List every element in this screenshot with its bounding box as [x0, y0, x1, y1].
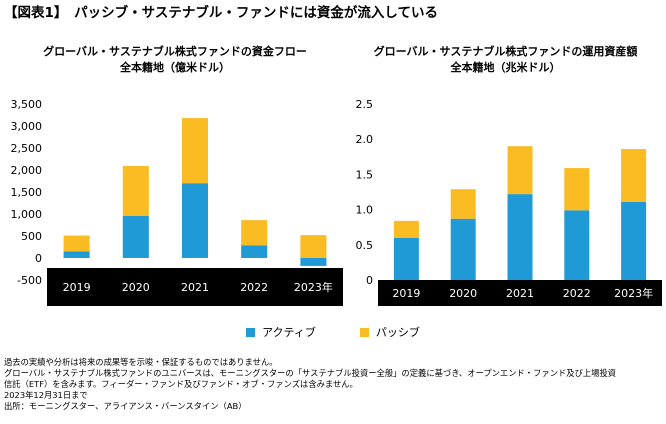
x-tick-label: 2022 — [563, 287, 591, 300]
legend-item-active: アクティブ — [246, 324, 316, 340]
legend-label-passive: パッシブ — [375, 326, 420, 339]
bar-passive — [507, 146, 533, 195]
x-tick-label: 2023年 — [614, 286, 653, 300]
y-tick-label: 2,500 — [11, 142, 43, 155]
bar-active — [450, 218, 476, 280]
right-chart-subtitle: 全本籍地（兆米ドル） — [450, 61, 561, 74]
left-chart-title-line1: グローバル・サステナブル株式ファンドの資金フロー — [43, 45, 307, 58]
legend-label-active: アクティブ — [262, 326, 316, 339]
bar-passive — [564, 168, 590, 211]
bar-active — [507, 194, 533, 280]
y-tick-label: 2.5 — [356, 98, 374, 111]
footnote-universe-cont: 信託（ETF）を含みます。フィーダー・ファンド及びファンド・オブ・ファンズは含み… — [4, 379, 358, 389]
fund-flow-chart: -500 0 500 1,000 1,500 2,000 2,500 3,000 3,500 20… — [11, 98, 343, 306]
x-tick-label: 2021 — [506, 287, 534, 300]
footnote-date: 2023年12月31日まで — [4, 390, 88, 400]
x-tick-label: 2021 — [181, 281, 209, 294]
bar-passive — [300, 235, 327, 258]
y-tick-label: 0.5 — [356, 239, 374, 252]
aum-chart: 0 0.5 1.0 1.5 2.0 2.5 2019 2020 2021 2022 2023年 — [356, 98, 662, 306]
x-tick-label: 2022 — [240, 281, 268, 294]
y-tick-label: 2.0 — [356, 133, 374, 146]
y-tick-label: 3,500 — [11, 98, 43, 111]
x-tick-label: 2019 — [63, 281, 91, 294]
bar-passive — [122, 166, 149, 216]
y-tick-label: 1,000 — [11, 208, 43, 221]
bar-active — [300, 258, 327, 266]
category-axis-band — [378, 280, 662, 306]
bar-active — [181, 183, 209, 258]
y-tick-label: 1.0 — [356, 204, 374, 217]
right-chart-title: グローバル・サステナブル株式ファンドの運用資産額 全本籍地（兆米ドル） — [345, 44, 666, 76]
bar-passive — [450, 189, 476, 219]
y-tick-label: 0 — [35, 252, 42, 265]
y-tick-label: 0 — [366, 274, 373, 287]
legend-swatch-passive — [359, 327, 369, 337]
y-tick-label: -500 — [17, 274, 42, 287]
right-chart-title-line1: グローバル・サステナブル株式ファンドの運用資産額 — [373, 45, 638, 58]
bar-active — [393, 237, 419, 280]
x-tick-label: 2019 — [392, 287, 420, 300]
bar-active — [621, 201, 647, 280]
x-tick-label: 2020 — [449, 287, 477, 300]
x-tick-label: 2023年 — [294, 280, 333, 294]
category-axis-band — [47, 268, 343, 306]
bar-active — [122, 215, 149, 258]
y-tick-label: 3,000 — [11, 120, 43, 133]
legend-swatch-active — [246, 327, 256, 337]
y-tick-label: 500 — [21, 230, 42, 243]
footnote-universe: グローバル・サステナブル株式ファンドのユニバースは、モーニングスターの「サステナ… — [4, 368, 617, 378]
bar-passive — [621, 149, 647, 202]
bar-passive — [241, 220, 268, 246]
bar-passive — [181, 118, 209, 184]
y-tick-label: 1,500 — [11, 186, 43, 199]
page-title: 【図表1】 パッシブ・サステナブル・ファンドには資金が流入している — [4, 5, 438, 21]
legend-item-passive: パッシブ — [359, 324, 420, 340]
left-chart-subtitle: 全本籍地（億米ドル） — [120, 61, 230, 74]
left-chart-title: グローバル・サステナブル株式ファンドの資金フロー 全本籍地（億米ドル） — [0, 44, 350, 76]
y-tick-label: 2,000 — [11, 164, 43, 177]
footnote-disclaimer: 過去の実績や分析は将来の成果等を示唆・保証するものではありません。 — [4, 357, 278, 367]
bar-active — [63, 251, 90, 258]
bar-passive — [63, 235, 90, 252]
footnotes: 過去の実績や分析は将来の成果等を示唆・保証するものではありません。 グローバル・… — [4, 357, 662, 412]
bar-active — [564, 210, 590, 280]
footnote-source: 出所：モーニングスター、アライアンス・バーンスタイン（AB） — [4, 401, 247, 411]
bar-active — [241, 245, 268, 258]
y-tick-label: 1.5 — [356, 168, 374, 181]
x-tick-label: 2020 — [122, 281, 150, 294]
legend: アクティブ パッシブ — [0, 324, 666, 340]
bar-passive — [393, 220, 419, 238]
